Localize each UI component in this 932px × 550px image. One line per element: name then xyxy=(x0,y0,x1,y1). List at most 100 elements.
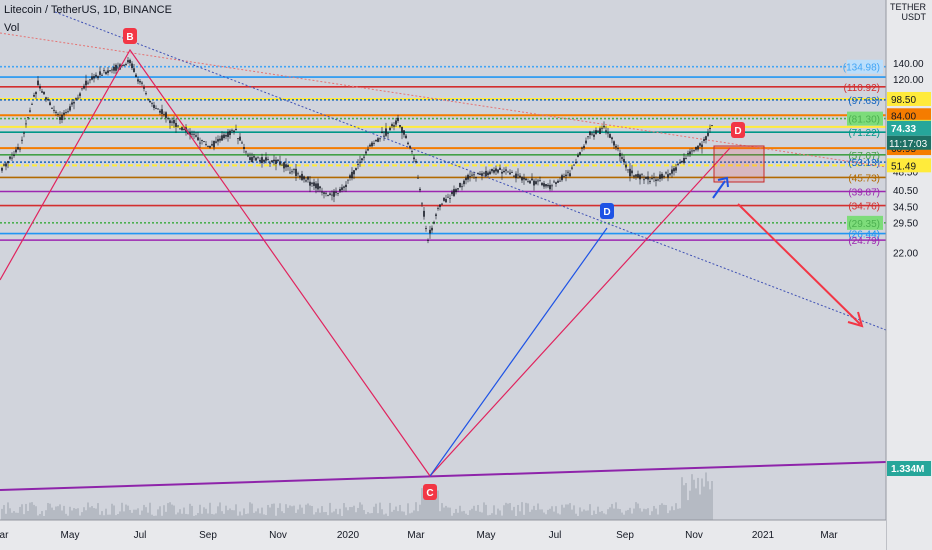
volume-bar xyxy=(469,510,471,520)
time-tick-label: Sep xyxy=(199,530,217,541)
volume-bar xyxy=(399,504,401,520)
volume-bar xyxy=(335,508,337,520)
symbol-title[interactable]: Litecoin / TetherUS, 1D, BINANCE xyxy=(4,4,172,16)
volume-bar xyxy=(373,506,375,520)
volume-bar xyxy=(601,511,603,520)
candle-body xyxy=(359,161,361,163)
volume-bar xyxy=(451,515,453,520)
volume-bar xyxy=(367,512,369,520)
volume-bar xyxy=(295,512,297,520)
volume-bar xyxy=(541,509,543,520)
candle-body xyxy=(435,214,437,216)
candle-body xyxy=(217,139,219,142)
volume-bar xyxy=(23,514,25,520)
candle-body xyxy=(395,120,397,125)
candle-body xyxy=(239,136,241,141)
time-axis[interactable]: ar May Jul Sep Nov 2020 Mar May Jul Sep Nov 2021 Mar xyxy=(0,519,886,550)
volume-bar xyxy=(513,506,515,520)
volume-bar xyxy=(219,502,221,520)
volume-bar xyxy=(67,515,69,520)
candle-body xyxy=(639,174,641,180)
volume-bar xyxy=(65,513,67,520)
volume-bar xyxy=(85,510,87,520)
volume-bar xyxy=(467,515,469,520)
volume-bar xyxy=(75,508,77,520)
volume-bar xyxy=(369,513,371,520)
candle-body xyxy=(19,148,21,150)
candle-body xyxy=(397,117,399,121)
volume-bar xyxy=(375,503,377,520)
volume-bar xyxy=(619,509,621,520)
volume-bar xyxy=(385,513,387,520)
volume-bar xyxy=(591,515,593,520)
candle-body xyxy=(139,81,141,83)
volume-bar xyxy=(545,514,547,520)
volume-bar xyxy=(493,505,495,520)
candle-body xyxy=(43,91,45,95)
candle-body xyxy=(201,140,203,141)
volume-bar xyxy=(605,514,607,520)
volume-indicator-label[interactable]: Vol xyxy=(4,22,20,34)
volume-bar xyxy=(563,507,565,520)
volume-bar xyxy=(703,486,705,520)
candle-body xyxy=(483,172,485,174)
candle-body xyxy=(453,189,455,196)
candle-body xyxy=(501,171,503,174)
candle-body xyxy=(191,133,193,135)
volume-bar xyxy=(127,505,129,520)
volume-bar xyxy=(113,505,115,520)
candle-body xyxy=(279,161,281,165)
candle-body xyxy=(505,169,507,171)
candle-body xyxy=(425,228,427,230)
candle-body xyxy=(409,146,411,148)
candle-body xyxy=(553,181,555,183)
price-axis[interactable]: 22.0029.5034.5040.5048.5060.00120.00140.… xyxy=(885,0,932,550)
candle-body xyxy=(13,154,15,156)
candle-body xyxy=(699,143,701,146)
volume-bar xyxy=(89,507,91,520)
candle-body xyxy=(611,137,613,140)
volume-bar xyxy=(505,502,507,520)
volume-bar xyxy=(401,511,403,520)
candle-body xyxy=(353,170,355,175)
time-tick-label: Nov xyxy=(269,530,287,541)
volume-bar xyxy=(249,502,251,520)
volume-bar xyxy=(465,513,467,520)
candle-body xyxy=(529,180,531,184)
volume-bar xyxy=(537,503,539,520)
volume-bar xyxy=(491,513,493,520)
volume-bar xyxy=(253,512,255,520)
candle-body xyxy=(587,136,589,138)
level-label: (29.35) xyxy=(848,219,880,230)
candle-body xyxy=(697,145,699,150)
volume-bar xyxy=(259,513,261,520)
volume-bar xyxy=(699,494,701,520)
currency-unit: USDT xyxy=(901,12,927,22)
volume-bar xyxy=(567,504,569,520)
candle-body xyxy=(195,135,197,137)
volume-bar xyxy=(633,508,635,520)
candle-body xyxy=(255,157,257,161)
volume-bar xyxy=(571,509,573,520)
volume-bar xyxy=(329,502,331,520)
candle-body xyxy=(631,170,633,174)
candle-body xyxy=(445,199,447,203)
candle-body xyxy=(143,87,145,89)
candle-body xyxy=(361,158,363,161)
last-price-text: 74.33 xyxy=(891,124,916,135)
candle-body xyxy=(423,210,425,217)
volume-bar xyxy=(395,506,397,520)
volume-bar xyxy=(229,508,231,520)
volume-bar xyxy=(511,510,513,520)
candle-body xyxy=(331,194,333,196)
candle-body xyxy=(135,74,137,78)
level-label-bg xyxy=(847,215,883,230)
volume-bar xyxy=(333,511,335,520)
volume-bar xyxy=(669,510,671,520)
level-price-tag xyxy=(887,108,931,123)
volume-bar xyxy=(403,511,405,520)
volume-bar xyxy=(517,505,519,520)
candle-body xyxy=(117,67,119,69)
candle-body xyxy=(85,80,87,86)
